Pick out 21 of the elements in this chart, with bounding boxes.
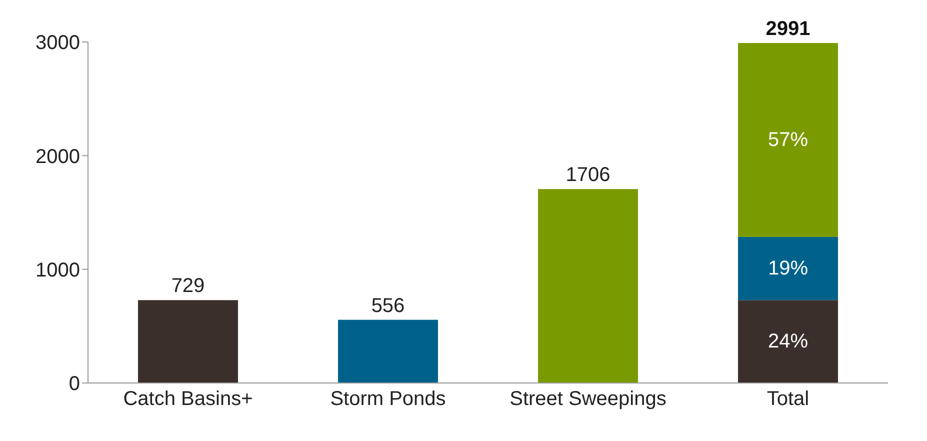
bar — [738, 236, 838, 300]
x-tick-label: Storm Ponds — [330, 388, 446, 410]
data-label: 1706 — [566, 164, 610, 186]
data-label: 729 — [171, 275, 205, 298]
y-tick-label: 1000 — [36, 259, 80, 282]
annotation: 19% — [768, 258, 808, 280]
y-tick-label: 3000 — [36, 32, 80, 54]
bar — [738, 43, 838, 237]
bar — [538, 189, 638, 383]
bar — [738, 300, 838, 383]
annotation: 24% — [768, 330, 808, 353]
total-label: 2991 — [766, 18, 810, 40]
y-tick-label: 0 — [68, 373, 80, 396]
x-tick-label: Street Sweepings — [510, 388, 666, 410]
bar — [138, 300, 238, 383]
data-label: 556 — [371, 294, 405, 317]
x-tick-label: Catch Basins+ — [123, 388, 253, 410]
x-tick-label: Total — [766, 388, 810, 410]
y-tick-label: 2000 — [36, 146, 80, 168]
annotation: 57% — [768, 128, 808, 151]
bar — [338, 320, 438, 383]
